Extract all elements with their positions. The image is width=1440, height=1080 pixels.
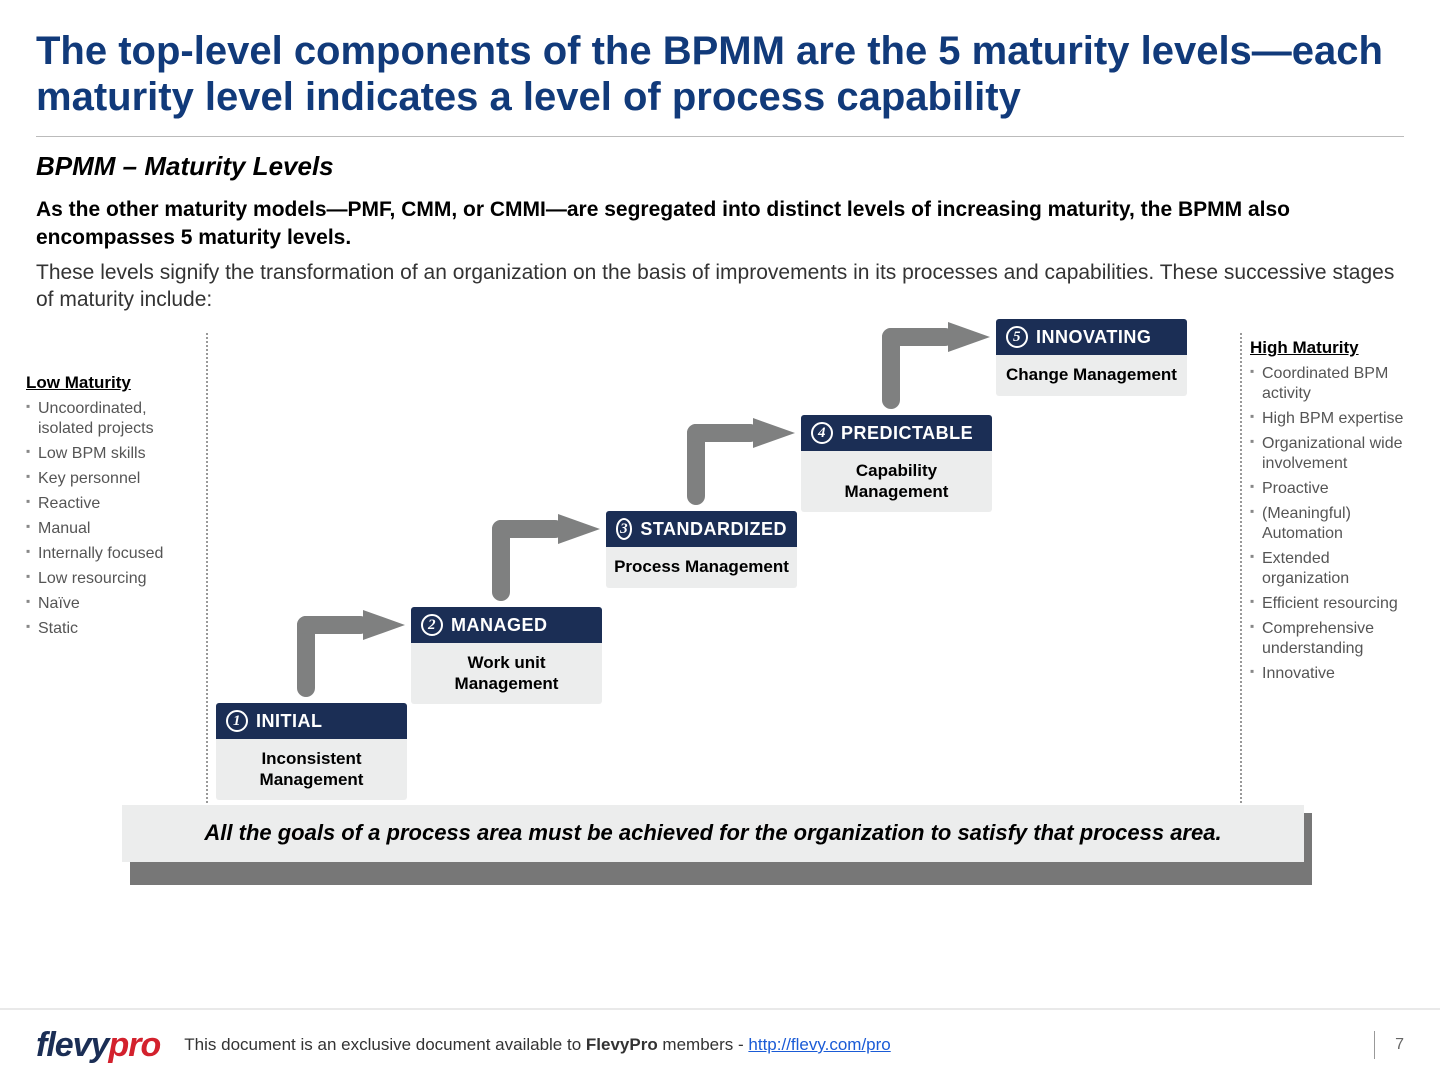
elbow-arrow-icon xyxy=(882,322,990,409)
title-divider xyxy=(36,136,1404,137)
list-item: Extended organization xyxy=(1262,549,1420,589)
logo-part2: pro xyxy=(109,1026,161,1065)
footer: flevypro This document is an exclusive d… xyxy=(0,1008,1440,1080)
list-item: Comprehensive understanding xyxy=(1262,619,1420,659)
stair-arrows xyxy=(36,313,1236,853)
high-maturity-list: Coordinated BPM activity High BPM expert… xyxy=(1250,364,1420,684)
high-maturity-title: High Maturity xyxy=(1250,338,1420,358)
elbow-arrow-icon xyxy=(492,514,600,601)
flevypro-logo: flevypro xyxy=(36,1026,160,1065)
body-paragraph: These levels signify the transformation … xyxy=(36,259,1404,314)
page-title: The top-level components of the BPMM are… xyxy=(36,28,1404,120)
lede-paragraph: As the other maturity models—PMF, CMM, o… xyxy=(36,196,1404,253)
page-number: 7 xyxy=(1374,1031,1404,1059)
footer-text-bold: FlevyPro xyxy=(586,1035,658,1054)
list-item: Organizational wide involvement xyxy=(1262,434,1420,474)
footer-text-post: members - xyxy=(658,1035,749,1054)
footer-text-pre: This document is an exclusive document a… xyxy=(184,1035,586,1054)
list-item: Proactive xyxy=(1262,479,1420,499)
list-item: Efficient resourcing xyxy=(1262,594,1420,614)
list-item: High BPM expertise xyxy=(1262,409,1420,429)
elbow-arrow-icon xyxy=(687,418,795,505)
maturity-diagram: Low Maturity Uncoordinated, isolated pro… xyxy=(36,313,1404,853)
logo-part1: flevy xyxy=(36,1026,109,1065)
elbow-arrow-icon xyxy=(297,610,405,697)
callout-text: All the goals of a process area must be … xyxy=(122,805,1304,862)
list-item: (Meaningful) Automation xyxy=(1262,504,1420,544)
dashed-divider-right xyxy=(1240,333,1242,863)
list-item: Innovative xyxy=(1262,664,1420,684)
subtitle: BPMM – Maturity Levels xyxy=(36,151,1404,182)
footer-link[interactable]: http://flevy.com/pro xyxy=(748,1035,890,1054)
footer-text: This document is an exclusive document a… xyxy=(184,1035,890,1055)
high-maturity-panel: High Maturity Coordinated BPM activity H… xyxy=(1250,338,1420,689)
callout-box: All the goals of a process area must be … xyxy=(122,805,1304,862)
list-item: Coordinated BPM activity xyxy=(1262,364,1420,404)
